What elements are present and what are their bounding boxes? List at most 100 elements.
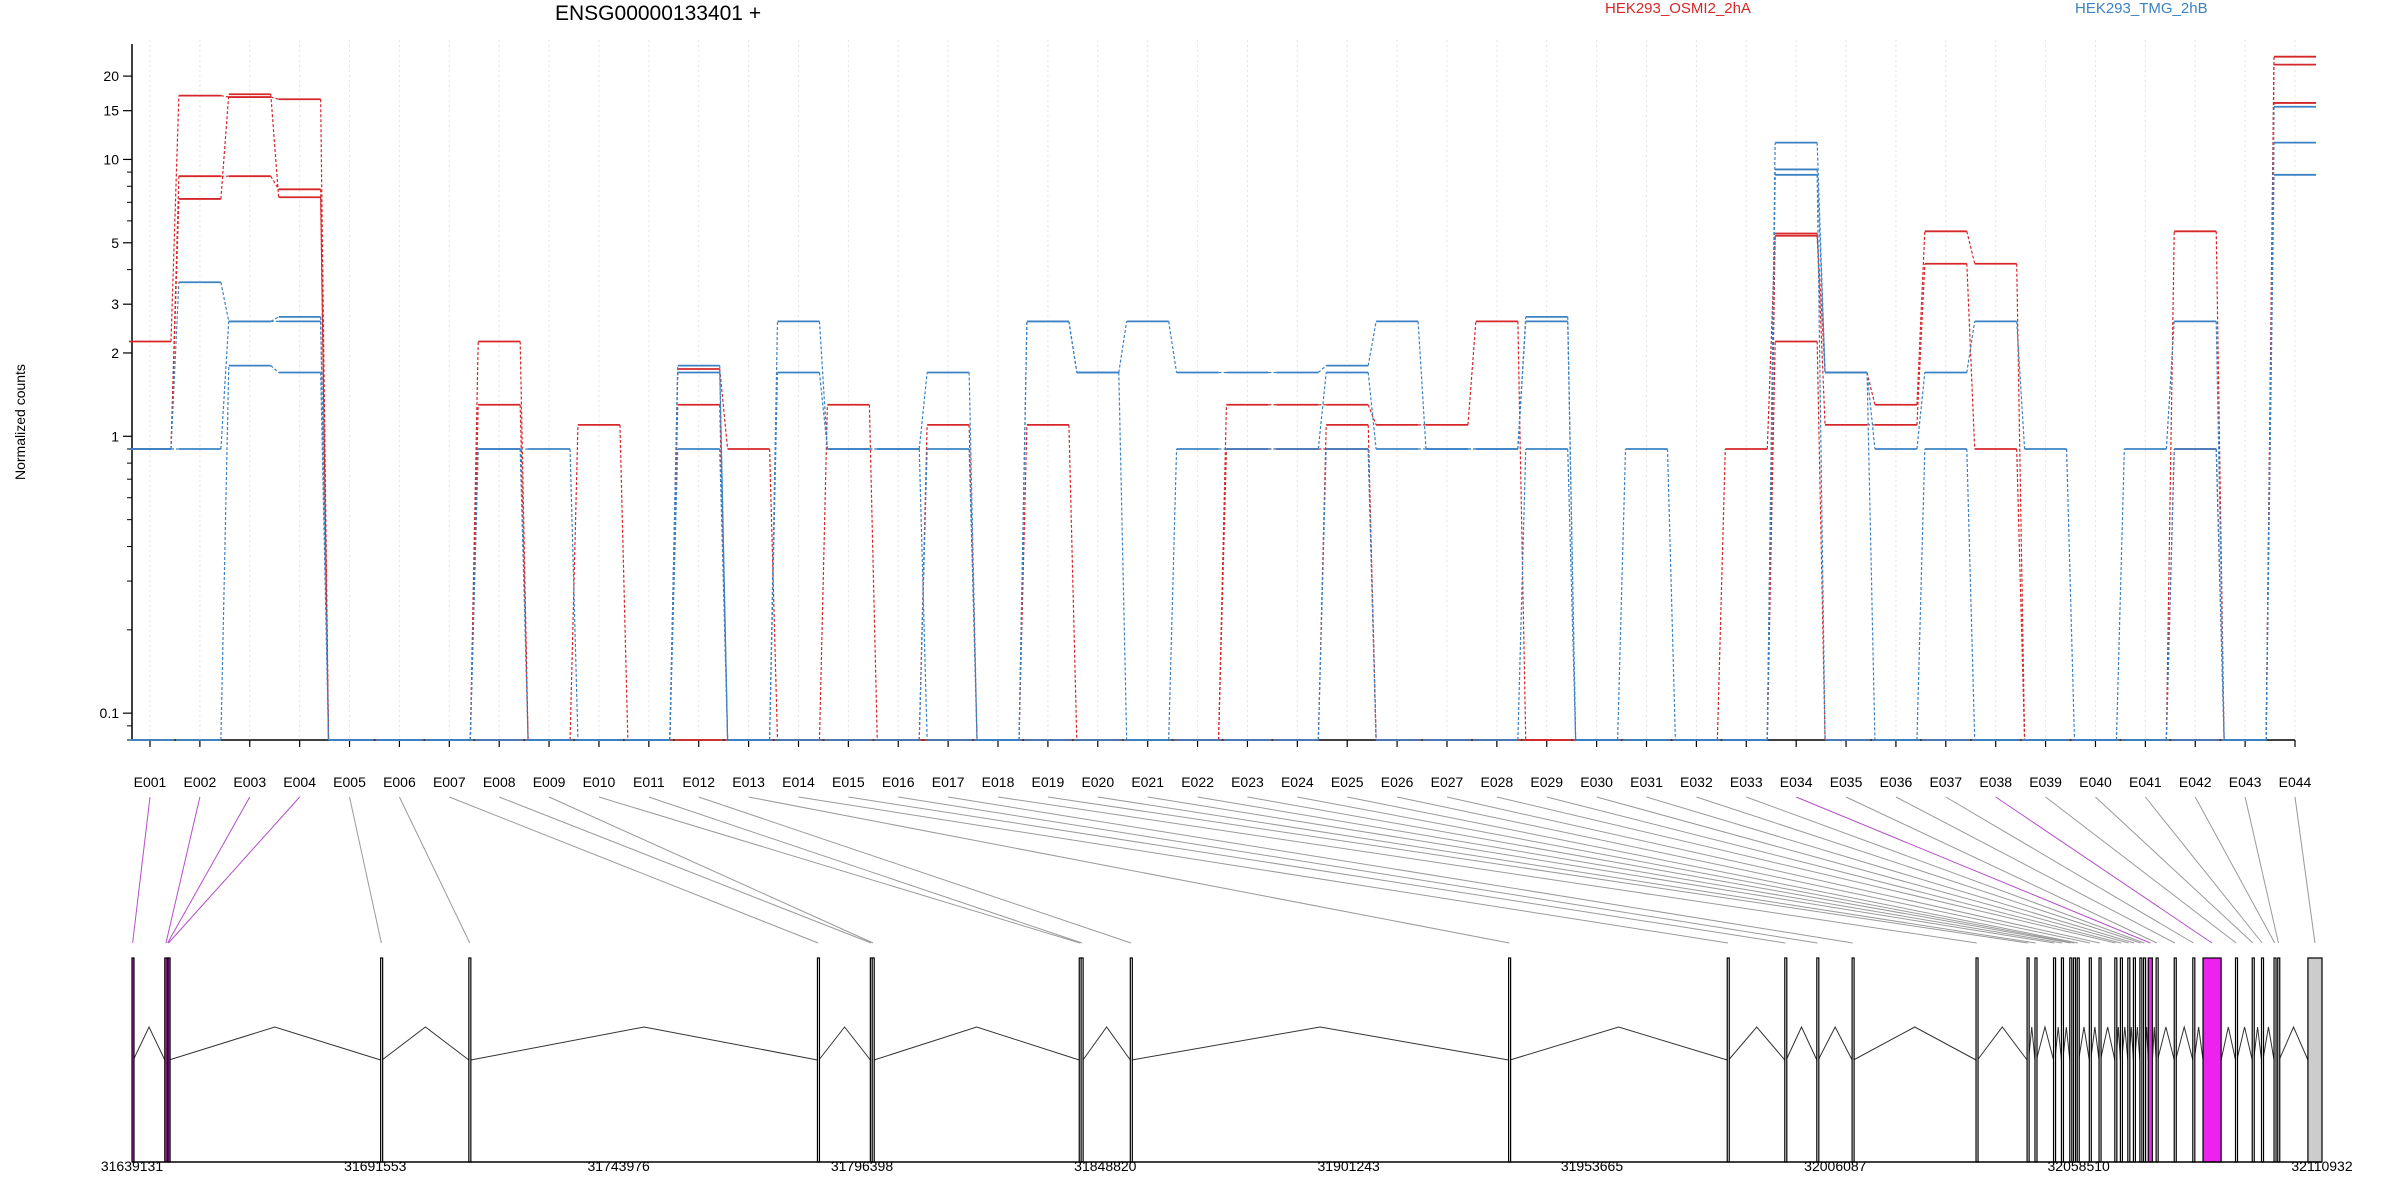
data-connector: [320, 189, 330, 741]
x-tick-label: E002: [184, 774, 217, 790]
data-connector: [669, 448, 679, 741]
data-connector: [1118, 372, 1128, 741]
x-tick-label: E032: [1680, 774, 1713, 790]
data-connector: [270, 96, 279, 100]
data-connector: [170, 95, 180, 342]
intron-line: [2035, 1025, 2055, 1061]
x-tick-label: E029: [1530, 774, 1563, 790]
exon-box: [2251, 957, 2255, 1163]
exon-link-line: [1995, 796, 2213, 944]
intron-line: [2175, 1025, 2194, 1061]
data-connector: [1367, 372, 1377, 450]
data-connector: [220, 282, 230, 322]
intron-line: [2157, 1026, 2175, 1061]
data-connector: [519, 448, 529, 741]
x-tick-label: E026: [1381, 774, 1414, 790]
x-tick-label: E041: [2129, 774, 2162, 790]
x-tick-label: E039: [2029, 774, 2062, 790]
data-connector: [220, 321, 230, 450]
x-tick-label: E022: [1181, 774, 1214, 790]
data-connector: [1068, 321, 1078, 373]
exon-box: [2155, 957, 2159, 1163]
exon-link-line: [798, 796, 1729, 944]
exon-box: [2260, 957, 2265, 1163]
genome-tick-label: 31901243: [1318, 1158, 1381, 1174]
exon-box: [2234, 957, 2239, 1163]
y-tick-label: 2: [111, 345, 119, 361]
series-5: [129, 173, 2316, 741]
data-connector: [1966, 263, 1976, 449]
exon-box: [167, 957, 171, 1163]
y-tick-label: 15: [103, 103, 119, 119]
data-connector: [2016, 448, 2026, 741]
data-connector: [2016, 263, 2026, 741]
intron-line: [1977, 1026, 2028, 1061]
series-2: [129, 102, 2316, 741]
data-connector: [1766, 174, 1776, 741]
x-tick-label: E001: [134, 774, 167, 790]
x-tick-label: E020: [1081, 774, 1114, 790]
exon-box: [2273, 957, 2277, 1163]
intron-line: [1817, 1025, 1853, 1061]
data-connector: [220, 365, 230, 741]
data-connector: [1168, 321, 1178, 373]
x-tick-label: E007: [433, 774, 466, 790]
exon-link-line: [1247, 796, 2071, 944]
data-connector: [220, 94, 230, 199]
data-connector: [1816, 341, 1826, 741]
y-tick-label: 20: [103, 68, 119, 84]
data-connector: [1666, 448, 1676, 741]
intron-line: [2078, 1026, 2090, 1061]
intron-line: [2220, 1026, 2237, 1061]
intron-line: [1853, 1026, 1977, 1061]
genome-tick-label: 31743976: [588, 1158, 651, 1174]
data-connector: [1517, 321, 1527, 450]
data-connector: [1367, 424, 1377, 741]
exon-link-line: [648, 796, 1083, 944]
exon-link-line: [398, 796, 471, 944]
data-connector: [320, 372, 330, 741]
data-connector: [918, 372, 928, 450]
exon-box: [2127, 957, 2131, 1163]
data-connector: [1317, 365, 1327, 373]
data-connector: [2065, 448, 2076, 741]
exon-link-line: [1297, 796, 2075, 944]
exon-box: [2026, 957, 2030, 1163]
exon-box: [2192, 957, 2196, 1163]
intron-line: [381, 1026, 470, 1061]
data-connector: [719, 372, 729, 741]
exon-box: [2072, 957, 2077, 1163]
x-tick-label: E004: [283, 774, 316, 790]
data-connector: [719, 368, 729, 450]
data-connector: [818, 321, 828, 450]
data-connector: [1367, 448, 1377, 741]
x-tick-label: E036: [1880, 774, 1913, 790]
exon-link-line: [698, 796, 1132, 944]
intron-line: [2090, 1026, 2100, 1061]
exon-link-line: [1097, 796, 2036, 944]
data-connector: [270, 94, 280, 198]
exon-link-line: [1746, 796, 2145, 944]
x-tick-label: E003: [233, 774, 266, 790]
data-connector: [270, 175, 280, 190]
data-connector: [1617, 448, 1627, 741]
data-connector: [1716, 448, 1726, 741]
intron-line: [2236, 1026, 2253, 1061]
intron-line: [2262, 1026, 2275, 1061]
exon-box: [871, 957, 875, 1163]
exon-link-line: [1147, 796, 2055, 944]
exon-link-line: [1546, 796, 2122, 944]
x-tick-label: E011: [633, 774, 665, 790]
x-tick-label: E012: [682, 774, 715, 790]
data-connector: [569, 424, 579, 741]
exon-link-line: [132, 796, 151, 944]
data-connector: [2215, 321, 2225, 741]
x-tick-label: E025: [1331, 774, 1364, 790]
exon-link-line: [1496, 796, 2116, 944]
data-connector: [469, 341, 479, 741]
data-connector: [270, 365, 280, 373]
data-connector: [2165, 321, 2175, 450]
data-connector: [1816, 174, 1826, 741]
x-tick-label: E009: [533, 774, 566, 790]
x-tick-label: E017: [932, 774, 965, 790]
